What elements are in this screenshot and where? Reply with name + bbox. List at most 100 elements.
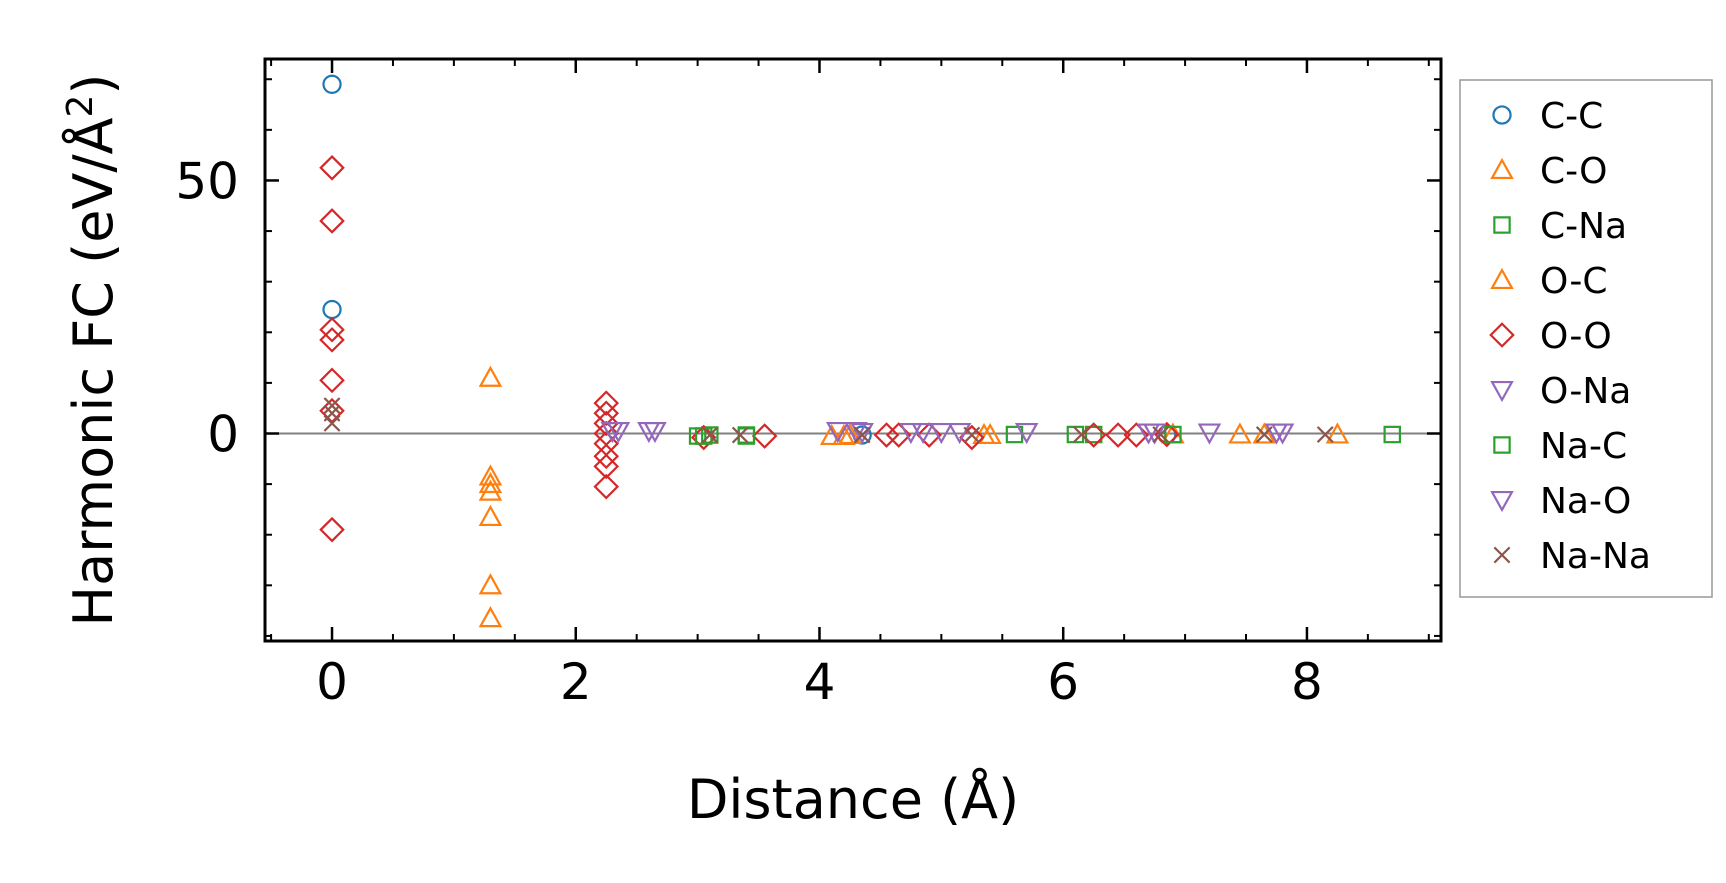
y-axis-label: Harmonic FC (eV/Å2) [60, 74, 125, 627]
data-point [1255, 426, 1273, 443]
data-point [1197, 423, 1222, 445]
x-tick-label: 8 [1291, 653, 1323, 711]
data-point [751, 423, 778, 449]
data-point [593, 443, 620, 470]
x-tick-label: 4 [804, 653, 836, 711]
legend-marker [1493, 546, 1511, 564]
legend-marker [1490, 490, 1514, 513]
data-point [947, 422, 972, 445]
data-point [593, 400, 620, 427]
data-point [1084, 425, 1103, 444]
data-point [478, 606, 503, 628]
data-point [1252, 422, 1277, 444]
series-na-c [694, 425, 1402, 445]
legend-label: O-C [1540, 261, 1607, 302]
data-points [319, 74, 1402, 628]
legend-items: C-C C-O C-Na O-C O-O O-Na Na-C Na-O Na-Na [1489, 96, 1651, 577]
data-point [819, 423, 844, 446]
legend-entry: Na-O [1490, 481, 1631, 522]
x-tick-label: 0 [316, 653, 348, 711]
data-point [1152, 426, 1170, 443]
y-axis-label-main: Harmonic FC (eV/Å [61, 117, 125, 626]
data-point [1383, 425, 1402, 444]
data-point [322, 299, 342, 320]
legend-marker [1490, 267, 1514, 290]
legend-entry: Na-C [1493, 426, 1627, 467]
data-point [1228, 422, 1252, 444]
legend-label: O-O [1540, 316, 1612, 357]
data-point [478, 479, 503, 501]
legend-entry: C-O [1490, 151, 1607, 192]
data-point [899, 422, 923, 445]
legend-entry: O-Na [1490, 371, 1631, 412]
legend-label: C-Na [1540, 206, 1627, 247]
data-point [319, 155, 345, 181]
data-point [323, 414, 341, 432]
series-c-o [478, 365, 1252, 628]
legend-entry: O-C [1490, 261, 1607, 302]
data-point [319, 516, 345, 543]
x-tick-label: 6 [1047, 653, 1079, 711]
data-point [1153, 421, 1180, 448]
axis-ticks [265, 59, 1441, 641]
data-point [963, 426, 981, 444]
data-point [853, 426, 871, 444]
data-point [1014, 422, 1039, 445]
series-c-c [322, 74, 1177, 445]
data-point [832, 423, 856, 446]
data-point [731, 426, 749, 444]
data-point [1073, 426, 1090, 443]
legend-entry: Na-Na [1493, 536, 1651, 577]
legend-entry: C-Na [1493, 206, 1627, 247]
data-point [929, 422, 954, 445]
data-point [319, 208, 345, 234]
legend-label: Na-Na [1540, 536, 1651, 577]
data-point [850, 422, 874, 445]
legend-label: C-O [1540, 151, 1607, 192]
data-point [478, 504, 503, 527]
data-point [323, 397, 341, 415]
legend: C-C C-O C-Na O-C O-O O-Na Na-C Na-O Na-Na [1459, 79, 1713, 598]
legend-marker [1489, 322, 1515, 348]
data-point [593, 473, 620, 500]
data-point [1123, 422, 1150, 448]
data-point [478, 471, 503, 494]
legend-label: O-Na [1540, 371, 1631, 412]
data-point [319, 316, 345, 343]
data-point [319, 327, 345, 353]
legend-marker [1493, 216, 1511, 234]
data-point [959, 424, 985, 451]
data-point [478, 464, 503, 486]
plot-frame [263, 57, 1443, 643]
legend-marker [1490, 380, 1514, 403]
data-point [1164, 425, 1182, 444]
series-na-na [323, 397, 1334, 444]
legend-label: Na-O [1540, 481, 1631, 522]
data-point [701, 426, 719, 444]
data-point [319, 367, 345, 394]
series-na-o [600, 421, 1289, 445]
data-point [1105, 422, 1131, 448]
data-point [1316, 426, 1334, 443]
legend-marker [1490, 157, 1514, 180]
data-point [593, 453, 620, 480]
data-point [478, 573, 503, 595]
data-point [319, 397, 345, 424]
data-point [873, 422, 900, 448]
data-point [478, 365, 503, 387]
data-point [1264, 423, 1289, 445]
data-point [593, 390, 620, 416]
data-point [825, 421, 850, 444]
y-axis-label-close: ) [62, 74, 125, 95]
data-point [637, 421, 661, 444]
legend-entry: O-O [1489, 316, 1612, 357]
data-point [1325, 422, 1350, 444]
y-axis-label-superscript: 2 [60, 95, 101, 118]
legend-entry: C-C [1492, 96, 1603, 137]
axis-tick-labels: 0 2 4 6 8 0 50 [175, 152, 1322, 711]
legend-marker [1492, 105, 1512, 125]
data-point [322, 74, 342, 94]
data-point [1136, 423, 1161, 445]
data-point [593, 410, 620, 437]
